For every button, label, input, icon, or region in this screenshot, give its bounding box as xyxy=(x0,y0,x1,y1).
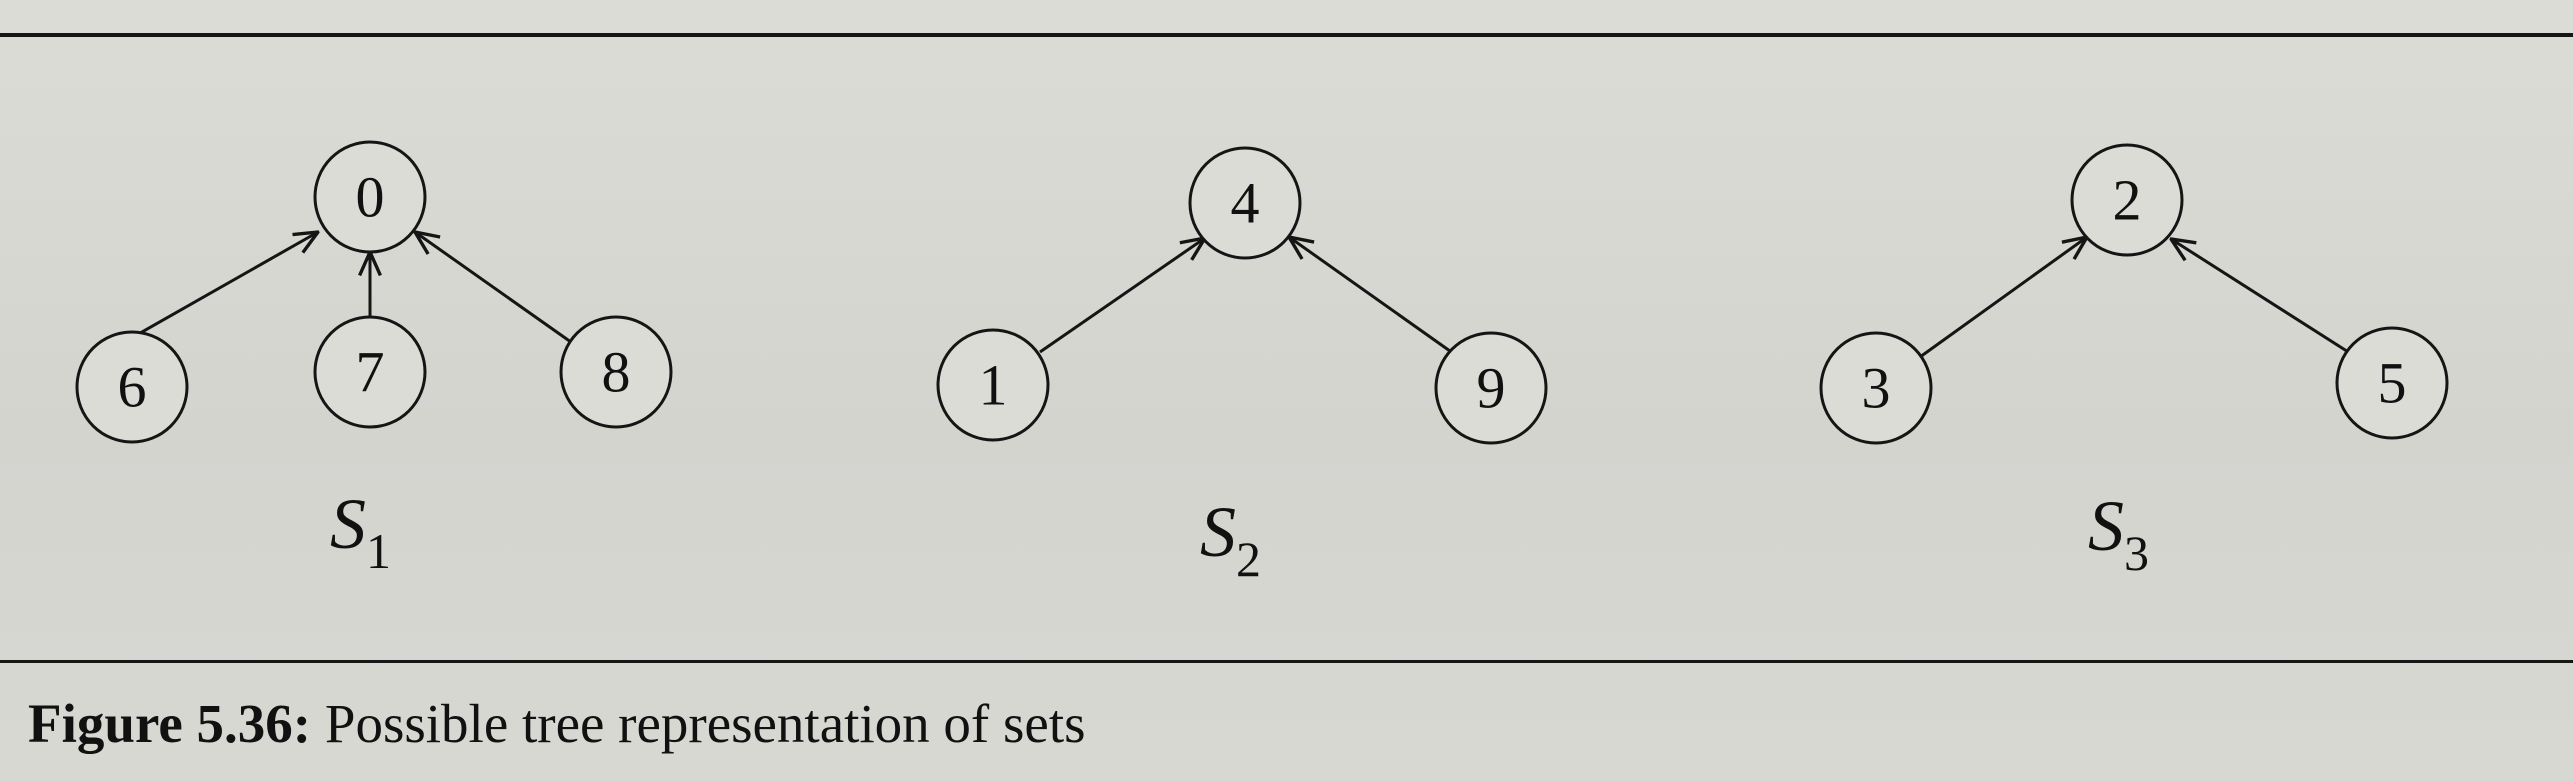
svg-text:9: 9 xyxy=(1477,356,1506,421)
edge-8-to-0 xyxy=(415,232,579,349)
tree-s1: 0 6 7 8 S1 xyxy=(75,140,673,579)
tree-node: 8 xyxy=(559,315,673,429)
svg-text:5: 5 xyxy=(2378,351,2407,416)
set-label-s3: S3 xyxy=(2088,486,2149,581)
svg-text:3: 3 xyxy=(1862,356,1891,421)
figure-number: Figure 5.36: xyxy=(28,693,312,754)
top-rule xyxy=(0,33,2573,37)
edge-9-to-4 xyxy=(1289,237,1458,358)
caption-rule xyxy=(0,660,2573,663)
tree-node-root: 4 xyxy=(1188,146,1302,260)
svg-text:1: 1 xyxy=(979,353,1008,418)
tree-node: 9 xyxy=(1434,331,1548,445)
caption-text: Possible tree representation of sets xyxy=(311,693,1086,754)
edge-5-to-2 xyxy=(2171,239,2354,357)
tree-node: 3 xyxy=(1819,331,1933,445)
tree-node: 7 xyxy=(313,315,427,429)
tree-node: 6 xyxy=(75,330,189,444)
svg-text:6: 6 xyxy=(118,355,147,420)
svg-text:2: 2 xyxy=(2113,168,2142,233)
tree-s3: 2 3 5 S3 xyxy=(1819,143,2449,581)
svg-text:7: 7 xyxy=(356,340,385,405)
tree-node: 1 xyxy=(936,328,1050,442)
tree-node-root: 0 xyxy=(313,140,427,254)
tree-node: 5 xyxy=(2335,326,2449,440)
svg-text:4: 4 xyxy=(1231,171,1260,236)
svg-text:8: 8 xyxy=(602,340,631,405)
tree-s2: 4 1 9 S2 xyxy=(936,146,1548,587)
svg-text:0: 0 xyxy=(356,165,385,230)
figure-caption: Figure 5.36: Possible tree representatio… xyxy=(28,692,1086,755)
set-label-s1: S1 xyxy=(330,484,391,579)
edge-3-to-2 xyxy=(1919,237,2087,359)
set-label-s2: S2 xyxy=(1200,492,1261,587)
tree-node-root: 2 xyxy=(2070,143,2184,257)
edge-1-to-4 xyxy=(1039,238,1205,354)
